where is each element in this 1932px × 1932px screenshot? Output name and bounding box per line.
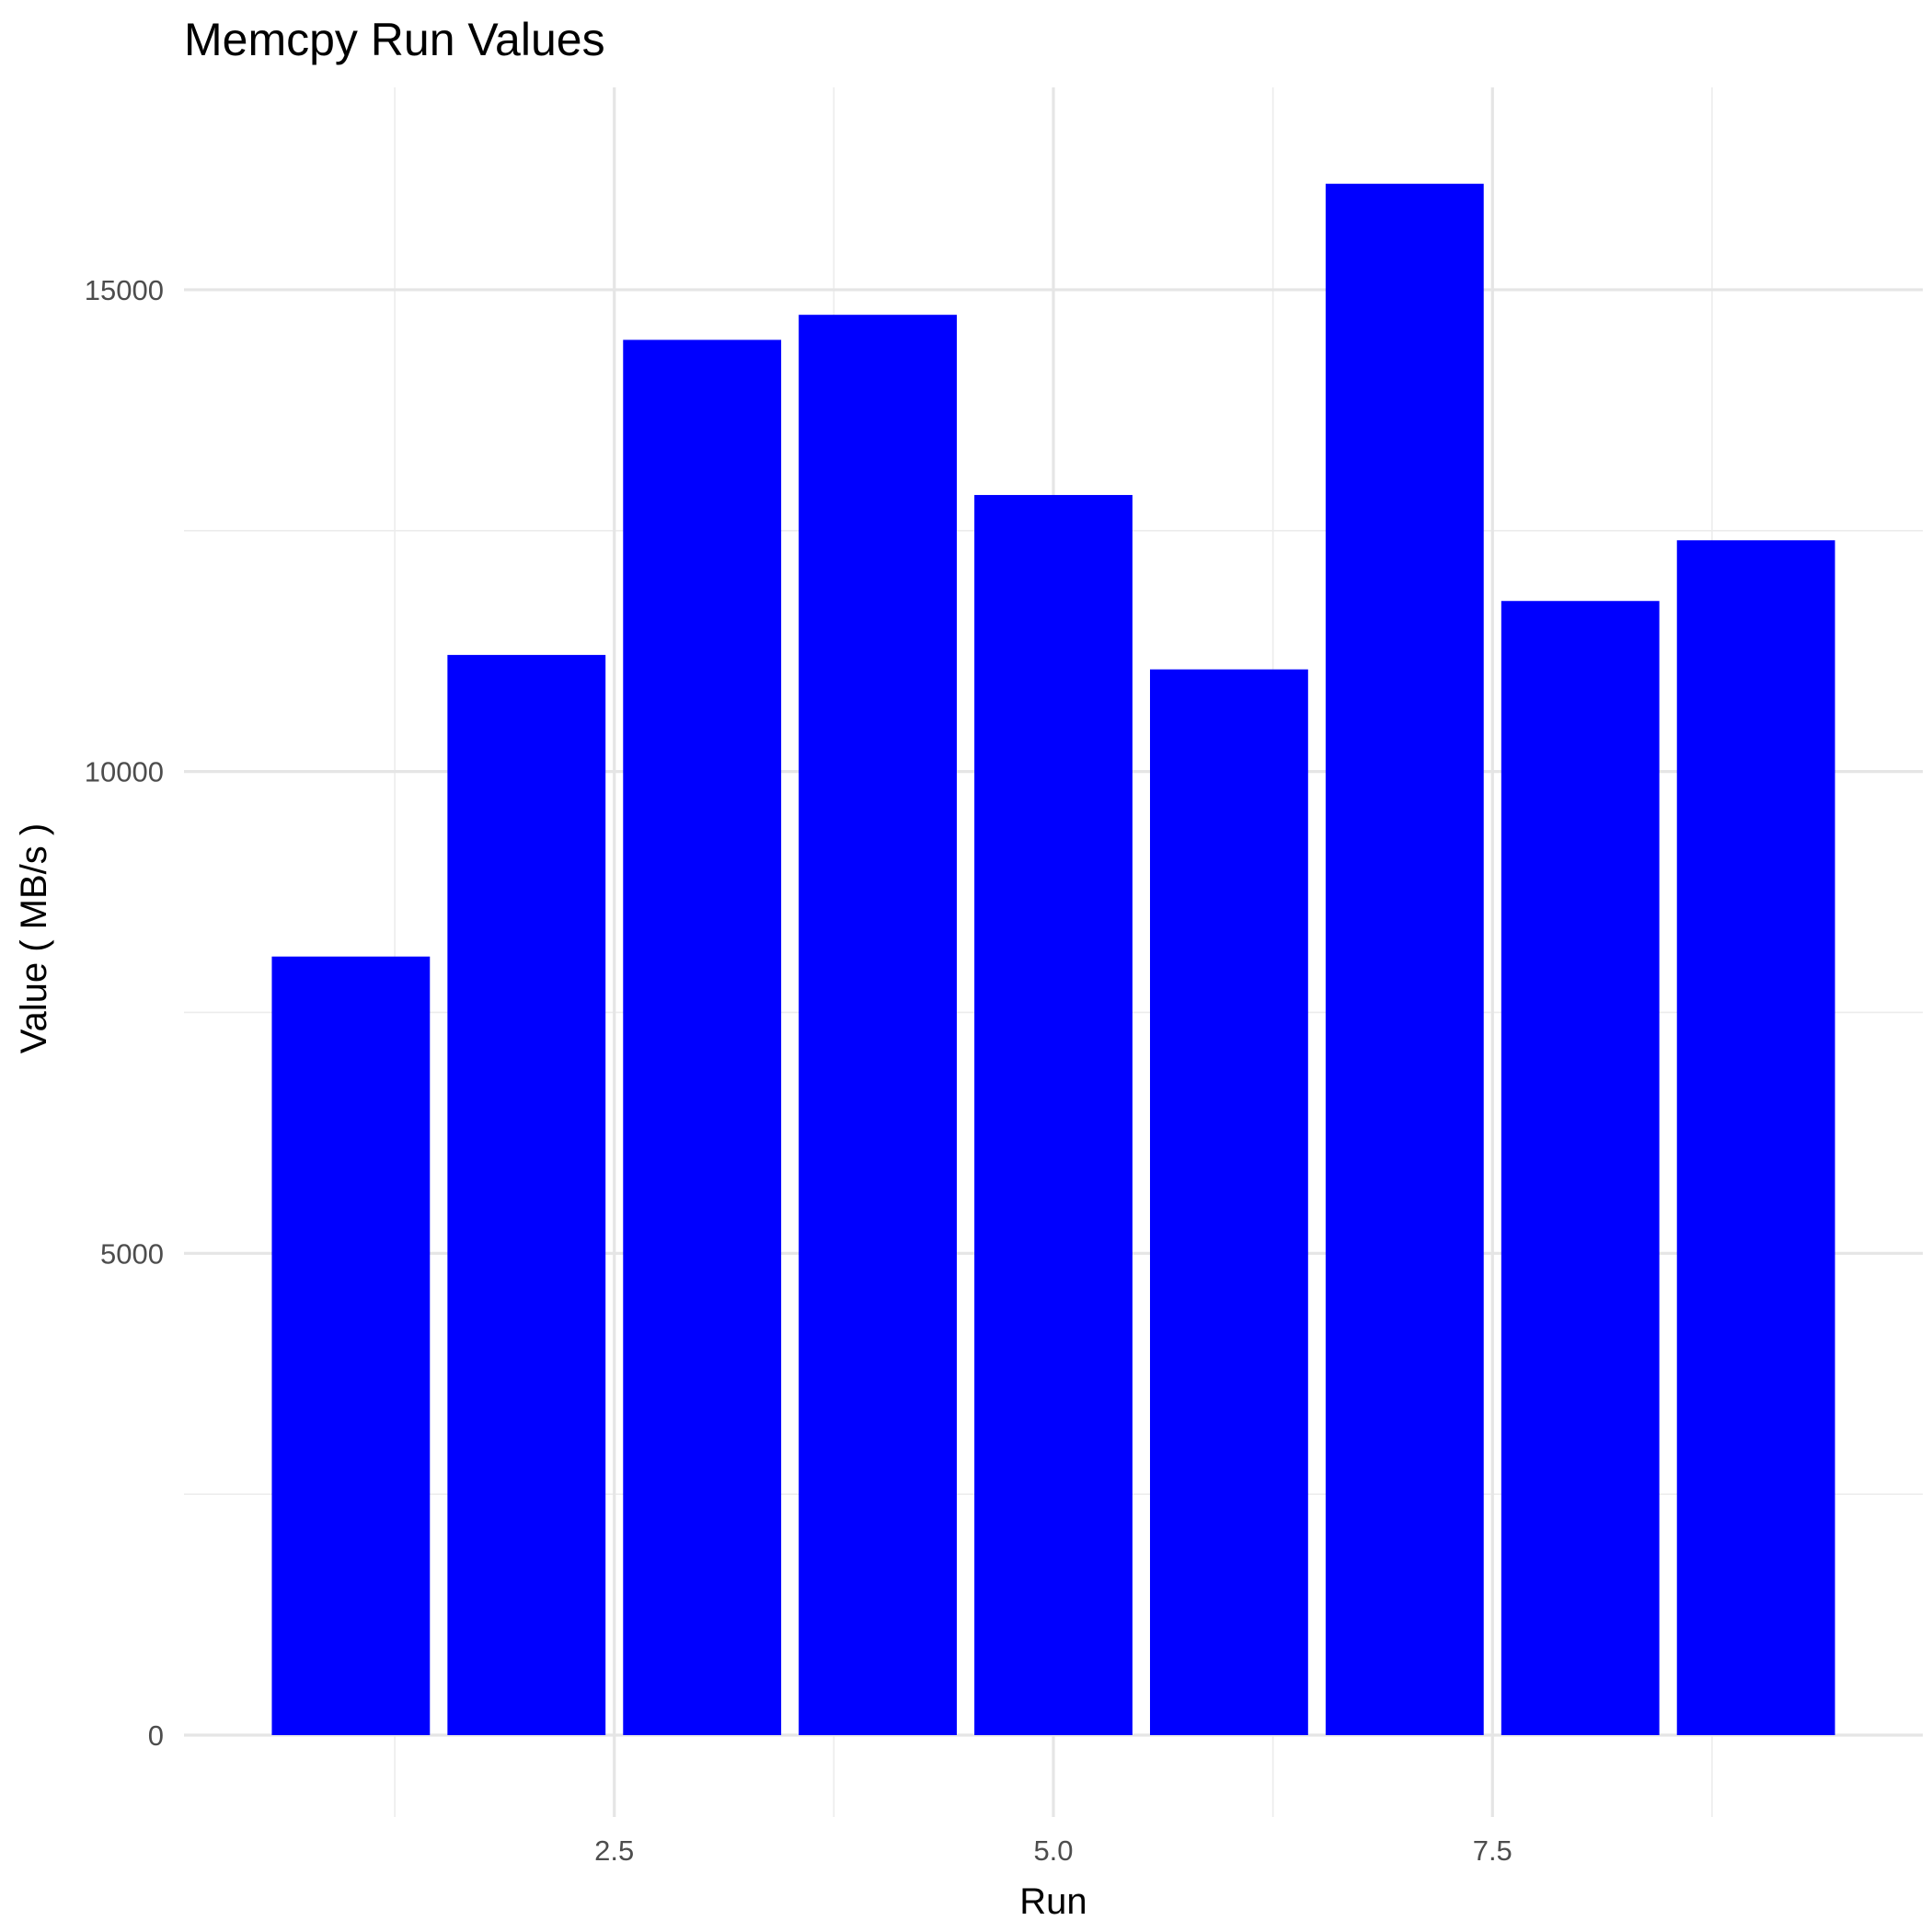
bars — [271, 183, 1835, 1735]
x-axis-ticks: 2.5 5.0 7.5 — [594, 1834, 1512, 1867]
bar-run-4 — [799, 315, 957, 1735]
bar-run-8 — [1501, 601, 1660, 1735]
bar-run-1 — [271, 956, 431, 1735]
bar-run-5 — [974, 495, 1133, 1735]
bar-run-2 — [447, 654, 606, 1735]
y-tick-label: 10000 — [85, 756, 164, 788]
bar-run-3 — [623, 339, 782, 1735]
y-axis-ticks: 0 5000 10000 15000 — [85, 274, 164, 1752]
bar-run-9 — [1676, 540, 1835, 1735]
x-axis-title: Run — [1019, 1881, 1087, 1922]
x-tick-label: 2.5 — [594, 1834, 634, 1867]
y-axis-title: Value ( MB/s ) — [14, 823, 54, 1053]
bar-run-6 — [1150, 669, 1308, 1735]
bar-run-7 — [1325, 183, 1484, 1735]
x-tick-label: 7.5 — [1473, 1834, 1512, 1867]
chart-title: Memcpy Run Values — [184, 14, 605, 65]
y-tick-label: 5000 — [100, 1237, 164, 1270]
x-tick-label: 5.0 — [1033, 1834, 1073, 1867]
y-tick-label: 0 — [148, 1719, 164, 1752]
y-tick-label: 15000 — [85, 274, 164, 306]
